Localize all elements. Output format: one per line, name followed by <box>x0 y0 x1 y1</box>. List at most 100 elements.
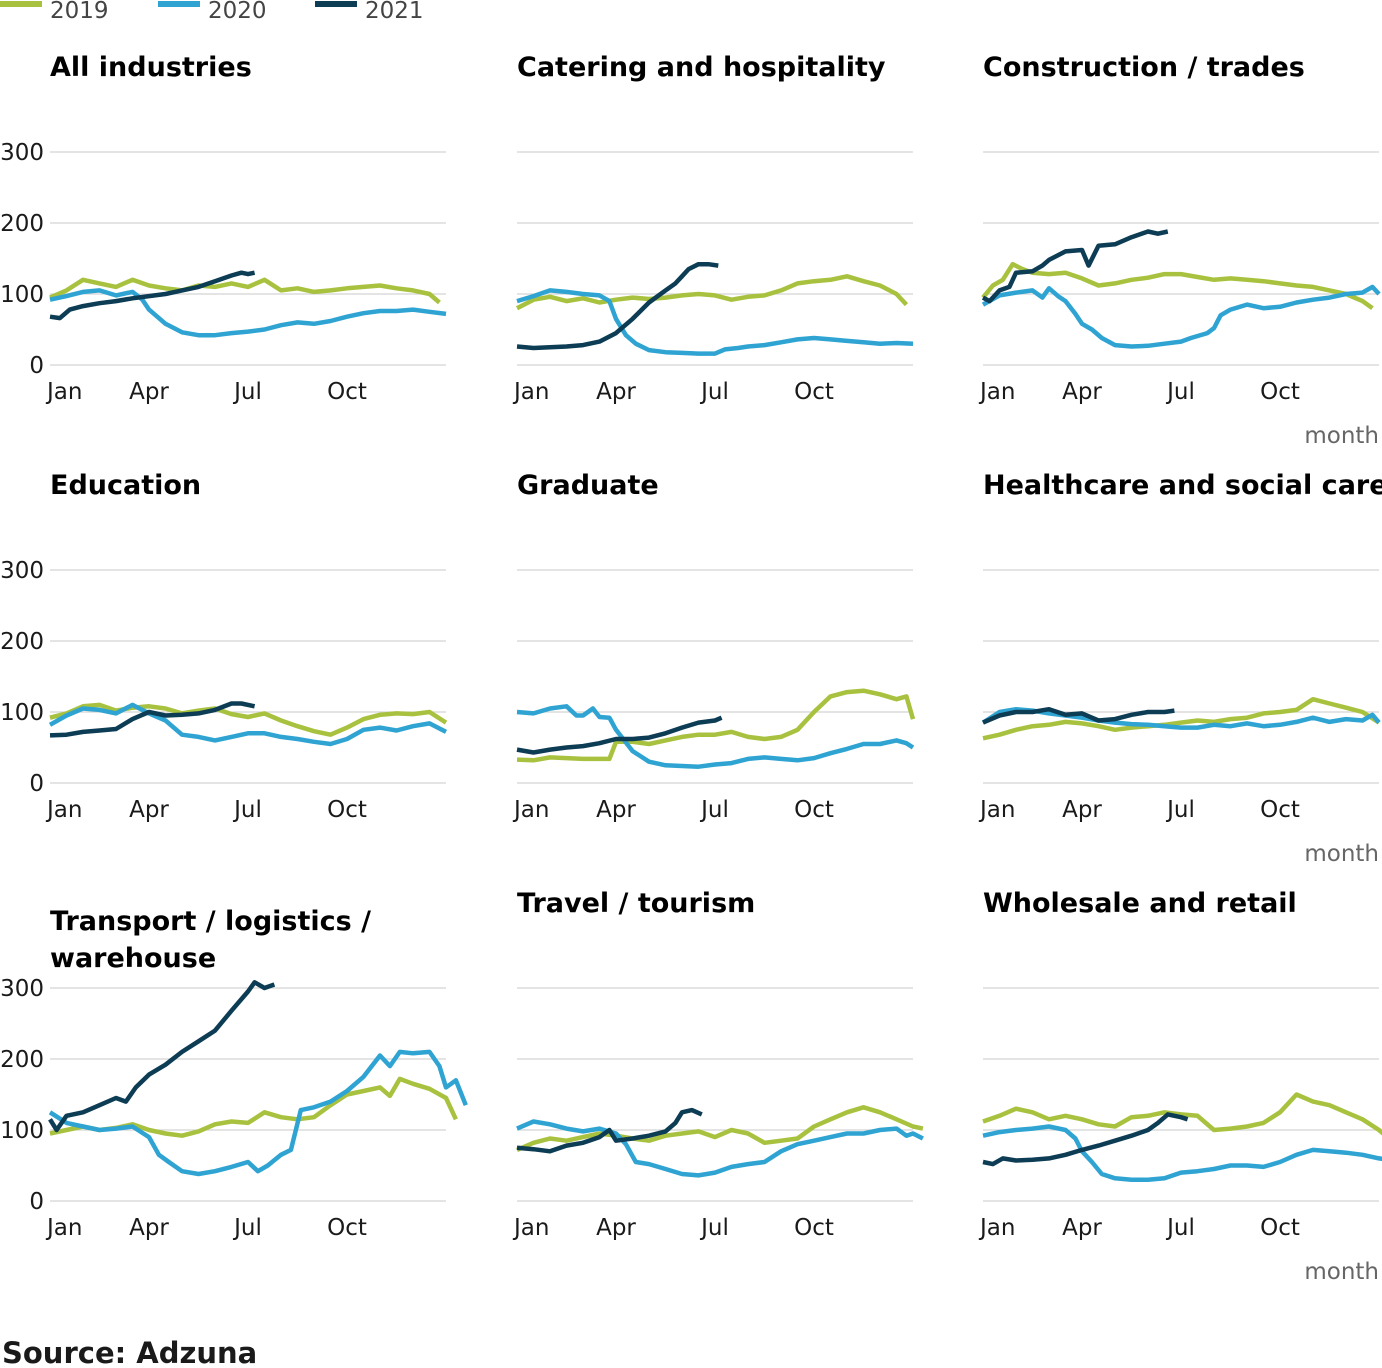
series-line-2021 <box>982 1112 1189 1167</box>
panel-1: All industries 0 100 200 300 Jan Apr Jul Oct <box>0 52 447 405</box>
x-tick-label: Jul <box>232 379 262 405</box>
series-line-2019 <box>982 1092 1382 1136</box>
x-tick-label: Apr <box>596 797 636 823</box>
panel-title: Healthcare and social care <box>983 470 1382 501</box>
series-line-2020 <box>982 1124 1382 1182</box>
panel-7: Transport / logistics / warehouse 0 100 200 3… <box>0 906 468 1241</box>
panel-title: Catering and hospitality <box>517 52 886 83</box>
series-line-2021 <box>516 261 719 351</box>
legend-label-2021: 2021 <box>365 0 424 24</box>
series-line-2019 <box>516 1105 924 1152</box>
series-line-2020 <box>516 1119 924 1178</box>
panel-title: Graduate <box>517 470 659 501</box>
x-axis-label: month <box>1304 841 1379 867</box>
x-axis-label: month <box>1304 1259 1379 1285</box>
x-tick-label: Jul <box>699 1215 729 1241</box>
x-tick-label: Oct <box>794 379 834 405</box>
panel-title: Education <box>50 470 201 501</box>
legend-item-2019: 2019 <box>0 0 109 24</box>
x-tick-label: Oct <box>794 797 834 823</box>
series-line-2020 <box>516 704 915 769</box>
legend-item-2020: 2020 <box>158 0 267 24</box>
y-tick-label: 300 <box>0 140 44 166</box>
series-line-2021 <box>49 270 256 321</box>
y-tick-label: 100 <box>0 282 44 308</box>
panel-4: Education 0 100 200 300 Jan Apr Jul Oct <box>0 470 448 823</box>
series-line-2020 <box>48 1049 468 1177</box>
y-tick-label: 200 <box>0 1047 44 1073</box>
y-tick-label: 300 <box>0 976 44 1002</box>
x-tick-label: Jan <box>978 797 1015 823</box>
x-tick-label: Oct <box>1260 1215 1300 1241</box>
panel-6: Healthcare and social care Jan Apr Jul Octmo… <box>978 470 1382 867</box>
x-tick-label: Jan <box>45 1215 82 1241</box>
source-note: Source: Adzuna <box>2 1336 257 1368</box>
x-tick-label: Jan <box>512 379 549 405</box>
x-tick-label: Oct <box>327 1215 367 1241</box>
series-line-2020 <box>49 288 447 338</box>
y-tick-label: 0 <box>29 771 44 797</box>
series-line-2019 <box>49 277 441 305</box>
x-tick-label: Jan <box>978 379 1015 405</box>
series-line-2020 <box>981 284 1381 349</box>
panel-2: Catering and hospitality Jan Apr Jul Oct <box>512 52 914 405</box>
x-tick-label: Jul <box>699 379 729 405</box>
x-tick-label: Apr <box>596 379 636 405</box>
x-tick-label: Apr <box>1062 379 1102 405</box>
legend-item-2021: 2021 <box>315 0 424 24</box>
x-tick-label: Jan <box>512 1215 549 1241</box>
x-tick-label: Jul <box>232 797 262 823</box>
series-line-2021 <box>516 715 723 755</box>
series-line-2020 <box>48 702 448 747</box>
series-line-2019 <box>516 688 916 763</box>
legend-label-2020: 2020 <box>208 0 267 24</box>
legend: 2019 2020 2021 <box>0 0 424 24</box>
series-line-2021 <box>981 229 1169 304</box>
series-line-2019 <box>49 702 448 737</box>
x-tick-label: Apr <box>596 1215 636 1241</box>
x-tick-label: Jul <box>1165 1215 1195 1241</box>
y-tick-label: 100 <box>0 700 44 726</box>
series-line-2019 <box>982 696 1381 741</box>
y-tick-label: 300 <box>0 558 44 584</box>
x-tick-label: Jul <box>699 797 729 823</box>
x-axis-label: month <box>1304 423 1379 449</box>
y-tick-label: 200 <box>0 211 44 237</box>
legend-label-2019: 2019 <box>50 0 109 24</box>
x-tick-label: Jul <box>232 1215 262 1241</box>
x-tick-label: Oct <box>1260 797 1300 823</box>
panel-title: Travel / tourism <box>517 888 755 919</box>
x-tick-label: Oct <box>794 1215 834 1241</box>
series-line-2020 <box>981 706 1381 730</box>
panel-title: All industries <box>50 52 252 83</box>
x-tick-label: Jan <box>45 797 82 823</box>
panel-5: Graduate Jan Apr Jul Oct <box>512 470 916 823</box>
panel-title: Construction / trades <box>983 52 1305 83</box>
x-tick-label: Jul <box>1165 379 1195 405</box>
x-tick-label: Oct <box>327 379 367 405</box>
x-tick-label: Apr <box>129 379 169 405</box>
x-tick-label: Apr <box>1062 1215 1102 1241</box>
x-tick-label: Oct <box>1260 379 1300 405</box>
x-tick-label: Oct <box>327 797 367 823</box>
panel-title: Transport / logistics / <box>50 906 371 937</box>
y-tick-label: 0 <box>29 353 44 379</box>
x-tick-label: Jan <box>45 379 82 405</box>
series-line-2020 <box>516 288 914 356</box>
x-tick-label: Apr <box>1062 797 1102 823</box>
series-line-2021 <box>49 701 256 738</box>
x-tick-label: Jul <box>1165 797 1195 823</box>
x-tick-label: Apr <box>129 797 169 823</box>
y-tick-label: 100 <box>0 1118 44 1144</box>
series-line-2021 <box>516 1107 703 1154</box>
series-line-2019 <box>515 274 909 311</box>
x-tick-label: Jan <box>978 1215 1015 1241</box>
x-tick-label: Apr <box>129 1215 169 1241</box>
series-line-2021 <box>48 980 276 1133</box>
series-line-2021 <box>982 706 1175 725</box>
x-tick-label: Jan <box>512 797 549 823</box>
